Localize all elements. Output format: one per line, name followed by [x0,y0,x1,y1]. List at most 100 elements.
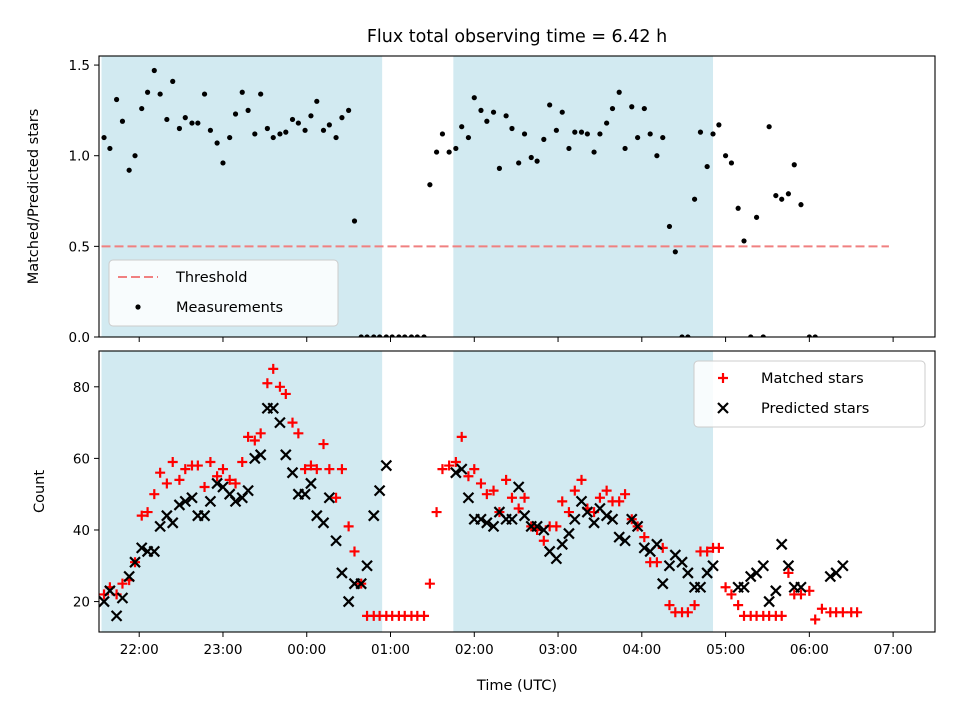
matched-star-point [837,607,848,618]
predicted-star-point [676,556,688,568]
predicted-star-point [342,595,355,608]
measurement-point [258,91,264,97]
matched-star-point [481,489,492,500]
measurement-point [534,158,540,164]
matched-star-point [713,542,724,553]
measurement-point [584,131,590,137]
matched-star-point [776,610,787,621]
measurement-point [139,105,145,112]
matched-star-point [852,607,863,618]
predicted-star-point [104,585,116,597]
measurement-point [867,0,872,3]
y-tick-label: 20 [73,595,90,611]
measurement-point [503,113,509,119]
matched-star-point [349,546,360,557]
matched-star-point [816,603,827,614]
panel-ratio: 0.0 0.5 1.0 1.5 Matched/Predicted stars Thres… [26,0,936,346]
measurement-point [597,131,603,137]
measurement-point [113,96,120,103]
x-axis-title: Time (UTC) [476,678,557,694]
x-tick-label: 05:00 [706,642,745,658]
matched-star-point [167,456,178,467]
measurement-point [812,334,818,337]
y-tick-label: 40 [73,523,90,539]
predicted-star-point [198,509,211,522]
matched-star-point [614,496,625,507]
shaded-interval [453,56,714,337]
measurement-point [270,134,276,141]
measurement-point [453,145,459,152]
predicted-star-point [367,509,380,522]
measurement-point [854,0,859,3]
measurement-point [697,129,704,135]
measurement-point [126,167,132,173]
predicted-star-point [824,570,837,583]
measurement-point [433,149,440,155]
matched-star-point [463,471,474,482]
measurement-point [396,334,402,337]
measurement-point [553,127,559,133]
measurement-point [232,111,239,117]
measurement-point [252,131,258,137]
legend-swatch-dot [135,304,141,310]
matched-star-point [450,456,461,467]
x-tick-label: 04:00 [622,642,661,658]
matched-star-point [243,431,254,442]
predicted-star-point [355,577,367,590]
predicted-star-point [186,491,198,504]
matched-star-point [506,492,517,503]
matched-star-point [343,521,354,532]
measurement-point [629,104,635,110]
measurement-point [333,134,339,141]
matched-star-point [324,464,335,475]
x-tick-label: 22:00 [120,642,159,658]
measurement-point [283,129,289,135]
predicted-star-point [280,449,292,461]
matched-star-point [601,485,612,496]
measurement-point [672,249,678,255]
predicted-star-point [757,559,770,572]
measurement-point [490,109,497,115]
predicted-star-point [631,520,644,533]
measurement-point [496,165,503,171]
measurement-point [722,153,729,159]
matched-star-point [810,614,821,625]
matched-star-point [318,439,329,450]
measurement-point [478,107,484,113]
y-axis-title: Count [32,470,48,513]
x-tick-label: 00:00 [287,642,326,658]
matched-star-point [639,532,650,543]
predicted-star-point [135,542,148,554]
measurement-point [641,105,647,112]
matched-star-point [331,492,342,503]
matched-star-point [569,485,580,496]
measurement-point [176,125,183,132]
predicted-star-point [656,577,669,590]
measurement-point [666,223,673,230]
matched-star-point [720,582,731,593]
matched-star-point [224,474,235,485]
matched-star-point [682,607,693,618]
measurement-point [840,0,845,3]
measurement-point [591,149,597,155]
measurement-point [446,149,452,155]
predicted-star-point [380,459,393,472]
measurement-point [302,127,308,133]
measurement-point [157,91,163,97]
measurement-point [753,214,760,220]
predicted-star-point [518,509,531,522]
predicted-star-point [663,559,676,572]
predicted-star-point [361,559,373,572]
matched-star-point [300,464,311,475]
measurement-point [207,127,214,133]
y-tick-label: 0.5 [69,239,90,255]
predicted-star-point [323,491,336,504]
y-tick-label: 1.0 [69,149,90,165]
predicted-star-point [110,610,123,622]
predicted-star-point [682,567,694,579]
measurement-point [679,334,685,337]
matched-star-point [205,456,216,467]
measurement-point [773,192,779,199]
y-tick-label: 0.0 [69,330,90,346]
measurement-point [779,196,785,202]
